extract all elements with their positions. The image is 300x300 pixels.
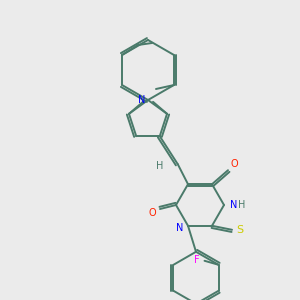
Text: N: N [230, 200, 238, 210]
Text: H: H [156, 161, 164, 171]
Text: N: N [138, 95, 146, 105]
Text: F: F [194, 255, 199, 265]
Text: S: S [236, 225, 244, 235]
Text: O: O [230, 159, 238, 169]
Text: O: O [148, 208, 156, 218]
Text: N: N [176, 223, 184, 233]
Text: H: H [238, 200, 246, 210]
